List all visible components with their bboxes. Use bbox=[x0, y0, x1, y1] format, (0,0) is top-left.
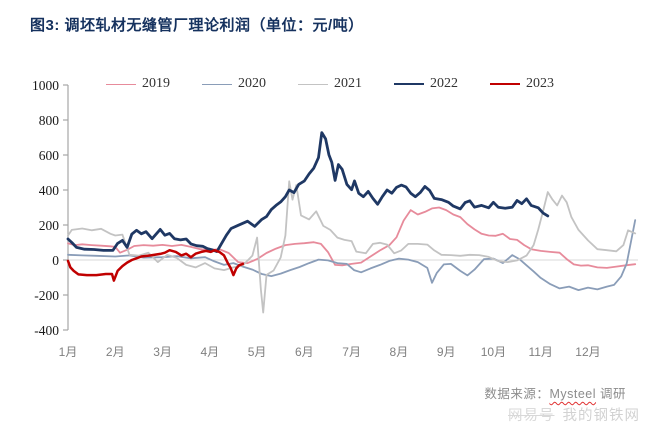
series-line-2020 bbox=[67, 219, 637, 292]
legend-label-2022: 2022 bbox=[430, 76, 458, 91]
y-tick-label: 200 bbox=[39, 218, 60, 233]
legend-swatch-2021 bbox=[298, 83, 328, 85]
x-axis-label: 8月 bbox=[390, 345, 409, 359]
x-axis-label: 5月 bbox=[248, 345, 267, 359]
x-axis-label: 4月 bbox=[200, 345, 219, 359]
y-tick-label: 0 bbox=[52, 253, 59, 268]
legend-swatch-2019 bbox=[106, 83, 136, 85]
data-source-note: 数据来源：Mysteel 调研 bbox=[484, 383, 626, 402]
source-name: Mysteel bbox=[549, 387, 597, 401]
x-axis-label: 3月 bbox=[153, 345, 172, 359]
legend-item-2023: 2023 bbox=[490, 76, 554, 92]
legend-label-2023: 2023 bbox=[526, 76, 554, 91]
x-axis-label: 9月 bbox=[437, 345, 456, 359]
x-axis-label: 6月 bbox=[295, 345, 314, 359]
x-axis-label: 10月 bbox=[481, 345, 506, 359]
legend-item-2020: 2020 bbox=[202, 76, 266, 92]
legend-label-2019: 2019 bbox=[142, 76, 170, 91]
series-line-2021 bbox=[67, 180, 637, 314]
chart-title: 图3: 调坯轧材无缝管厂理论利润（单位：元/吨） bbox=[30, 17, 364, 34]
y-tick-label: -200 bbox=[34, 288, 59, 303]
watermark-logo: 网易号 bbox=[508, 408, 555, 424]
y-tick-label: 400 bbox=[39, 183, 60, 198]
legend-item-2022: 2022 bbox=[394, 76, 458, 92]
legend-swatch-2023 bbox=[490, 83, 520, 85]
watermark: 网易号 我的钢铁网 bbox=[508, 404, 640, 425]
legend-swatch-2022 bbox=[394, 83, 424, 85]
x-axis-label: 2月 bbox=[106, 345, 125, 359]
y-tick-label: 1000 bbox=[32, 78, 59, 93]
legend-swatch-2020 bbox=[202, 83, 232, 85]
legend-item-2019: 2019 bbox=[106, 76, 170, 92]
x-axis-label: 12月 bbox=[575, 345, 600, 359]
y-tick-label: 800 bbox=[39, 113, 60, 128]
x-axis-label: 7月 bbox=[342, 345, 361, 359]
y-tick-label: -400 bbox=[34, 323, 59, 338]
legend-label-2020: 2020 bbox=[238, 76, 266, 91]
legend-label-2021: 2021 bbox=[334, 76, 362, 91]
series-line-2019 bbox=[67, 206, 637, 269]
source-suffix: 调研 bbox=[596, 387, 626, 401]
chart-legend: 2019 2020 2021 2022 2023 bbox=[0, 76, 660, 92]
source-prefix: 数据来源： bbox=[484, 387, 550, 401]
x-axis-label: 1月 bbox=[59, 345, 78, 359]
series-line-2023 bbox=[66, 248, 245, 282]
watermark-text: 我的钢铁网 bbox=[562, 408, 640, 424]
legend-item-2021: 2021 bbox=[298, 76, 362, 92]
series-line-2022 bbox=[66, 131, 550, 254]
x-axis-label: 11月 bbox=[528, 345, 552, 359]
y-tick-label: 600 bbox=[39, 148, 60, 163]
